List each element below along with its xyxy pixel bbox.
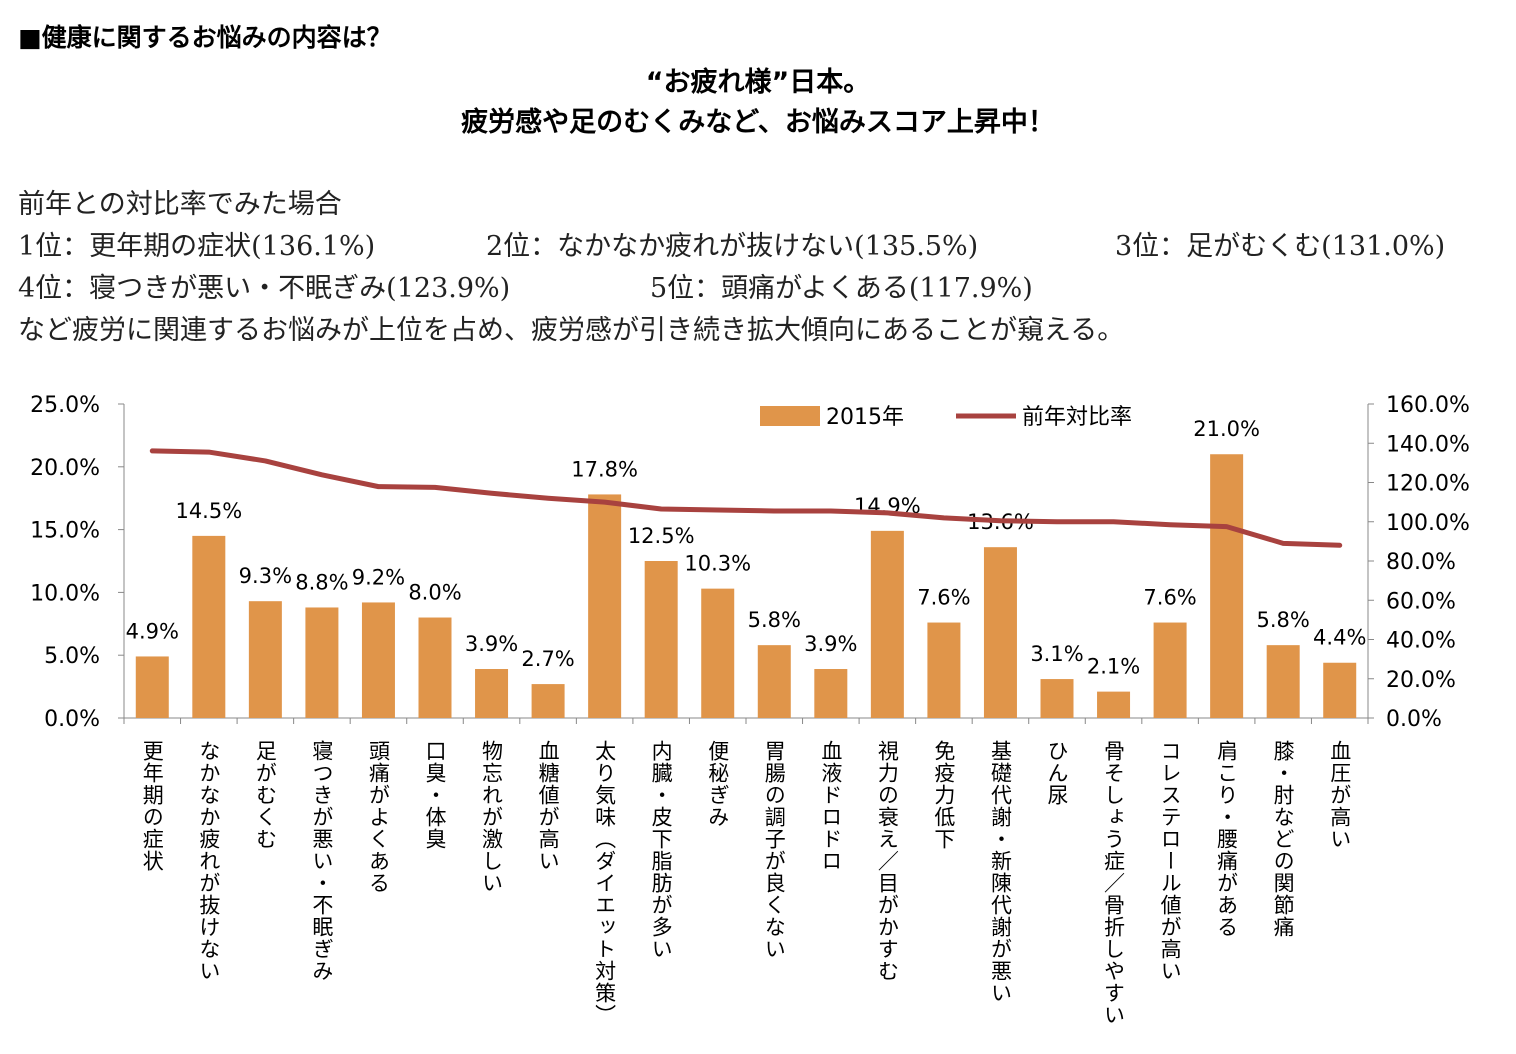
- section-heading: ■健康に関するお悩みの内容は？: [18, 23, 392, 52]
- legend-bar-swatch: [760, 406, 820, 426]
- bar-value-label: 7.6%: [1143, 586, 1196, 610]
- category-label: 視力の衰え／目がかすむ: [875, 740, 899, 982]
- title-line-1: “お疲れ様”日本。: [645, 67, 871, 98]
- bar-value-label: 17.8%: [571, 457, 638, 481]
- left-tick-label: 0.0%: [44, 707, 100, 732]
- category-label: 骨そしょう症／骨折しやすい: [1102, 740, 1126, 1026]
- category-label: 血液ドロドロ: [819, 740, 843, 872]
- category-label: 膝・肘などの関節痛: [1271, 740, 1295, 938]
- category-label: 頭痛がよくある: [366, 740, 390, 894]
- bar-value-label: 8.8%: [295, 570, 348, 594]
- bar: [870, 530, 904, 718]
- bar: [418, 617, 452, 718]
- bar: [135, 656, 169, 718]
- bar: [983, 547, 1017, 718]
- summary-rank-4: 4位：寝つきが悪い・不眠ぎみ(123.9%): [18, 273, 511, 304]
- right-tick-label: 100.0%: [1386, 511, 1470, 536]
- right-tick-label: 160.0%: [1386, 393, 1470, 418]
- bar: [814, 669, 848, 718]
- right-tick-label: 0.0%: [1386, 707, 1442, 732]
- right-tick-label: 140.0%: [1386, 432, 1470, 457]
- category-label: コレステロール値が高い: [1158, 740, 1182, 982]
- bar: [192, 535, 226, 718]
- category-label: 免疫力低下: [932, 740, 956, 850]
- left-tick-label: 25.0%: [30, 393, 100, 418]
- bar-value-label: 2.1%: [1087, 655, 1140, 679]
- left-tick-label: 15.0%: [30, 519, 100, 544]
- category-label: なかなか疲れが抜けない: [197, 740, 221, 982]
- bar: [248, 601, 282, 718]
- bar-value-label: 9.3%: [239, 564, 292, 588]
- bar-value-label: 10.3%: [684, 552, 751, 576]
- category-label: ひん尿: [1045, 740, 1069, 806]
- category-label: 便秘ぎみ: [706, 740, 730, 828]
- bar: [588, 494, 622, 718]
- legend-bar-label: 2015年: [826, 405, 904, 430]
- right-tick-label: 40.0%: [1386, 629, 1456, 654]
- category-label: 基礎代謝・新陳代謝が悪い: [988, 740, 1012, 1004]
- bar: [475, 669, 509, 718]
- bar: [757, 645, 791, 718]
- category-label: 寝つきが悪い・不眠ぎみ: [310, 740, 334, 982]
- summary-rank-1: 1位：更年期の症状(136.1%): [18, 231, 376, 262]
- category-label: 足がむくむ: [253, 740, 277, 850]
- bar: [1266, 645, 1300, 718]
- bar: [1153, 622, 1187, 718]
- category-label: 血圧が高い: [1328, 740, 1352, 850]
- bar-value-label: 5.8%: [1257, 608, 1310, 632]
- right-tick-label: 60.0%: [1386, 589, 1456, 614]
- bar-value-label: 12.5%: [628, 524, 695, 548]
- left-tick-label: 10.0%: [30, 581, 100, 606]
- category-label: 血糖値が高い: [536, 740, 560, 872]
- left-tick-label: 20.0%: [30, 456, 100, 481]
- bar-value-label: 21.0%: [1193, 417, 1260, 441]
- bar: [927, 622, 961, 718]
- category-label: 物忘れが激しい: [480, 740, 504, 894]
- ratio-line: [149, 448, 1343, 548]
- bar-value-label: 8.0%: [408, 581, 461, 605]
- bar: [1040, 679, 1074, 718]
- category-label: 太り気味（ダイエット対策）: [593, 740, 617, 1026]
- bar: [644, 561, 678, 718]
- bar: [531, 684, 565, 718]
- bar-value-label: 3.9%: [465, 632, 518, 656]
- summary-rank-2: 2位：なかなか疲れが抜けない(135.5%): [486, 231, 979, 262]
- bar: [305, 607, 339, 718]
- bar-value-label: 3.1%: [1030, 642, 1083, 666]
- bar: [1323, 662, 1357, 718]
- right-tick-label: 20.0%: [1386, 668, 1456, 693]
- bar: [1097, 691, 1131, 718]
- bar-value-label: 2.7%: [521, 647, 574, 671]
- combo-chart: 0.0% 5.0% 10.0% 15.0% 20.0% 25.0% 0.0% 20.0% 40.…: [30, 393, 1470, 1026]
- summary-rank-3: 3位：足がむくむ(131.0%): [1115, 231, 1446, 262]
- category-label: 口臭・体臭: [423, 740, 447, 850]
- legend-line-label: 前年対比率: [1022, 405, 1132, 430]
- bar-value-label: 4.4%: [1313, 626, 1366, 650]
- bar-value-label: 4.9%: [126, 619, 179, 643]
- summary-rank-5: 5位：頭痛がよくある(117.9%): [650, 273, 1033, 304]
- bar: [701, 588, 735, 718]
- left-tick-label: 5.0%: [44, 644, 100, 669]
- title-line-2: 疲労感や足のむくみなど、お悩みスコア上昇中！: [461, 107, 1055, 138]
- summary-intro: 前年との対比率でみた場合: [18, 189, 342, 220]
- summary-conclusion: など疲労に関連するお悩みが上位を占め、疲労感が引き続き拡大傾向にあることが窺える…: [18, 315, 1125, 346]
- bar: [361, 602, 395, 718]
- category-label: 内臓・皮下脂肪が多い: [649, 740, 673, 960]
- category-label: 肩こり・腰痛がある: [1215, 740, 1239, 938]
- category-label: 胃腸の調子が良くない: [762, 740, 786, 960]
- bar-value-label: 14.5%: [175, 499, 242, 523]
- right-tick-label: 80.0%: [1386, 550, 1456, 575]
- bar-value-label: 7.6%: [917, 586, 970, 610]
- bar-value-label: 5.8%: [748, 608, 801, 632]
- category-label: 更年期の症状: [140, 740, 164, 872]
- bar-value-label: 9.2%: [352, 565, 405, 589]
- bar-value-label: 3.9%: [804, 632, 857, 656]
- bar: [1210, 454, 1244, 718]
- right-tick-label: 120.0%: [1386, 472, 1470, 497]
